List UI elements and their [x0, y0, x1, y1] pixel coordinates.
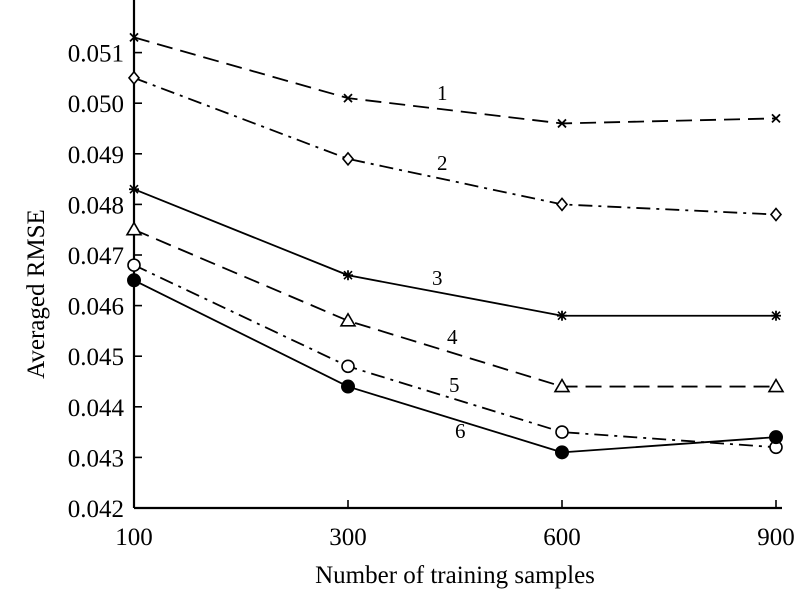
x-tick-label: 100: [115, 524, 153, 551]
series-label-4: 4: [447, 325, 458, 349]
data-point: [125, 221, 143, 236]
y-tick-label: 0.045: [68, 344, 124, 371]
data-point: [129, 184, 139, 195]
data-point: [341, 151, 355, 167]
x-tick-label: 900: [757, 524, 795, 551]
y-tick-label: 0.046: [68, 294, 124, 321]
y-tick-label: 0.049: [68, 142, 124, 169]
data-point: [555, 197, 569, 212]
data-point: [341, 379, 355, 394]
y-tick-label: 0.044: [68, 395, 125, 422]
data-point: [767, 377, 785, 393]
data-point: [127, 258, 141, 272]
data-point: [769, 430, 783, 445]
series-line-4: [133, 228, 776, 388]
y-axis-title: Averaged RMSE: [23, 209, 50, 379]
data-point: [555, 425, 569, 439]
data-point: [771, 310, 781, 321]
data-point: [557, 118, 567, 129]
data-point: [555, 445, 569, 460]
y-tick-label: 0.050: [68, 91, 124, 118]
data-point: [557, 310, 567, 321]
y-tick-label: 0.043: [68, 445, 124, 472]
data-point: [341, 359, 355, 374]
series-label-3: 3: [432, 266, 443, 290]
y-tick-label: 0.048: [68, 192, 124, 219]
series-label-5: 5: [449, 373, 460, 397]
data-point: [553, 377, 571, 393]
series-line-3: [133, 188, 776, 317]
series-line-6: [133, 279, 777, 454]
y-tick-label: 0.042: [68, 496, 124, 523]
series-label-6: 6: [455, 419, 466, 443]
y-tick-label: 0.051: [68, 41, 124, 68]
series-line-5: [133, 264, 777, 449]
data-point: [343, 93, 353, 103]
x-axis-title: Number of training samples: [315, 562, 595, 589]
data-point: [339, 312, 357, 327]
x-tick-label: 600: [543, 524, 581, 551]
data-point: [129, 32, 139, 43]
data-point: [769, 207, 783, 222]
data-point: [771, 113, 781, 124]
series-label-1: 1: [437, 81, 448, 105]
data-point: [127, 273, 141, 288]
data-point: [343, 270, 353, 281]
y-tick-label: 0.047: [68, 243, 124, 270]
series-line-1: [133, 36, 777, 125]
series-label-2: 2: [437, 151, 448, 175]
data-point: [127, 70, 141, 86]
x-tick-label: 300: [329, 524, 367, 551]
series-line-2: [133, 77, 777, 216]
